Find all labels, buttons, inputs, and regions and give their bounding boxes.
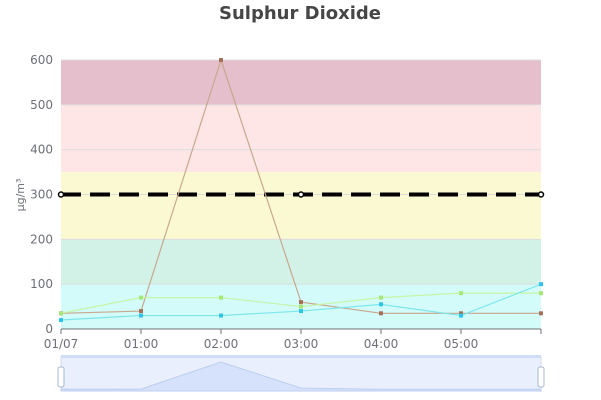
series-1-point-5 <box>459 291 463 296</box>
y-tick-label-1: 100 <box>30 277 53 291</box>
series-0-point-2 <box>219 58 223 62</box>
series-0-point-5 <box>459 311 463 316</box>
threshold-point-2 <box>537 191 545 198</box>
series-2-point-3 <box>299 309 303 314</box>
series-1-point-4 <box>379 295 383 300</box>
x-tick-label-4: 04:00 <box>364 337 399 351</box>
y-tick-label-0: 0 <box>45 322 53 336</box>
zoom-track[interactable] <box>60 356 542 392</box>
band-1 <box>61 239 541 285</box>
y-tick-label-4: 400 <box>30 143 53 157</box>
x-tick-label-2: 02:00 <box>204 337 239 351</box>
series-2-point-4 <box>379 302 383 307</box>
x-tick-label-1: 01:00 <box>124 337 159 351</box>
series-2-point-5 <box>459 313 463 318</box>
series-1-point-6 <box>539 291 543 296</box>
series-0-point-1 <box>139 309 143 314</box>
zoom-preview-area <box>60 361 542 392</box>
band-3 <box>61 104 541 173</box>
band-2 <box>61 172 541 240</box>
x-tick-label-5: 05:00 <box>444 337 479 351</box>
series-0-point-6 <box>539 311 543 316</box>
y-tick-label-2: 200 <box>30 232 53 246</box>
threshold-point-1 <box>297 191 305 198</box>
y-tick-label-6: 600 <box>30 53 53 67</box>
band-4 <box>61 60 541 105</box>
threshold-point-0 <box>57 191 65 198</box>
zoom-handle-left[interactable] <box>57 366 65 388</box>
x-tick-label-0: 01/07 <box>44 337 79 351</box>
series-2-point-0 <box>59 318 63 323</box>
series-1-point-2 <box>219 295 223 300</box>
y-tick-label-5: 500 <box>30 98 53 112</box>
series-0-point-4 <box>379 311 383 316</box>
series-1-point-0 <box>59 311 63 316</box>
series-0-point-3 <box>299 300 303 305</box>
chart-title: Sulphur Dioxide <box>219 3 381 24</box>
series-1-point-1 <box>139 295 143 300</box>
zoom-top-bar[interactable] <box>61 355 541 358</box>
y-tick-label-3: 300 <box>30 188 53 202</box>
series-1-point-3 <box>299 304 303 309</box>
series-2-point-1 <box>139 313 143 318</box>
y-axis-label: µg/m³ <box>14 179 27 212</box>
x-tick-label-3: 03:00 <box>284 337 319 351</box>
zoom-handle-right[interactable] <box>537 366 545 388</box>
series-2-point-2 <box>219 313 223 318</box>
series-2-point-6 <box>539 282 543 287</box>
